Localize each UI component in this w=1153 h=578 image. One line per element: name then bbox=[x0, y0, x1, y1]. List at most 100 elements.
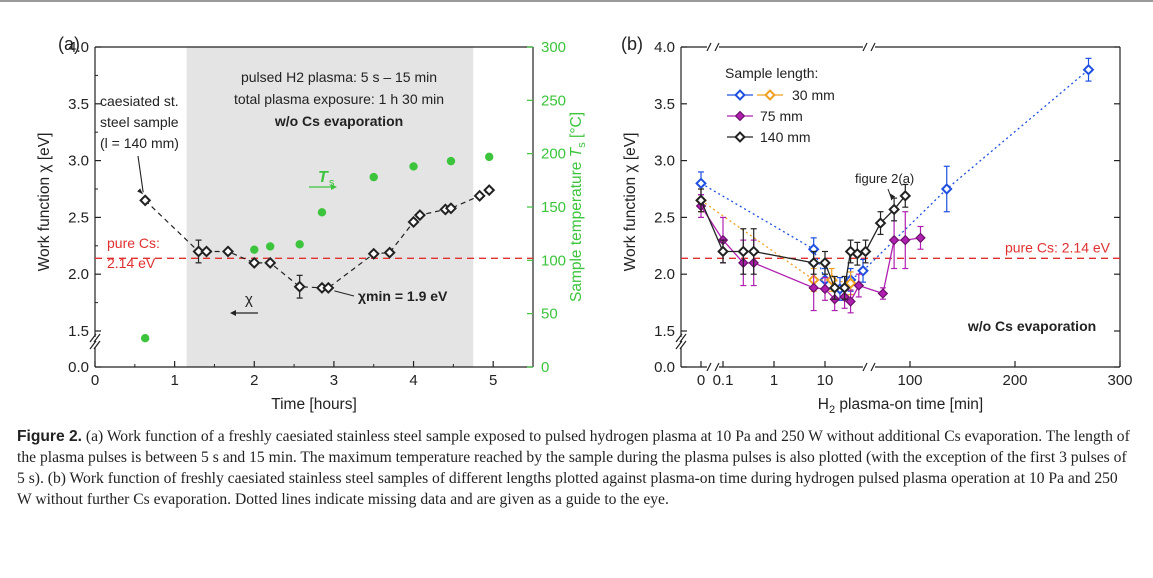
chi-data-point bbox=[248, 256, 261, 269]
y-axis-label: Work function χ [eV] bbox=[622, 133, 639, 272]
temperature-data-point bbox=[317, 208, 327, 217]
series-data-point bbox=[888, 234, 900, 246]
y-axis-label: Work function χ [eV] bbox=[36, 133, 53, 272]
y2-tick-label: 250 bbox=[541, 92, 566, 109]
y2-tick-label: 0 bbox=[541, 359, 549, 376]
sample-note-line: steel sample bbox=[100, 114, 179, 130]
chi-data-point bbox=[192, 245, 205, 258]
pure-cs-value: 2.14 eV bbox=[107, 255, 156, 271]
chi-data-point bbox=[473, 189, 486, 202]
y-tick-label: 4.0 bbox=[654, 39, 675, 56]
legend-label: 75 mm bbox=[760, 108, 803, 124]
x-axis-break-gap bbox=[863, 363, 875, 371]
y-tick-label: 2.5 bbox=[68, 209, 89, 226]
series-data-point bbox=[695, 177, 707, 190]
temperature-data-point bbox=[250, 245, 259, 254]
x-tick-label: 0 bbox=[697, 372, 705, 389]
panel-a-label: (a) bbox=[58, 34, 80, 54]
x-tick-label: 300 bbox=[1107, 372, 1132, 389]
y-tick-label: 2.0 bbox=[654, 266, 675, 283]
x-axis-label: H2 plasma-on time [min] bbox=[818, 396, 984, 416]
series-data-point bbox=[853, 280, 865, 291]
legend-marker bbox=[734, 110, 746, 122]
shaded-text-line: pulsed H2 plasma: 5 s – 15 min bbox=[241, 69, 437, 85]
y-tick-label: 3.0 bbox=[68, 153, 89, 170]
figure-caption: Figure 2. (a) Work function of a freshly… bbox=[17, 426, 1132, 510]
ts-arrowhead bbox=[331, 184, 337, 190]
y-tick-label: 3.5 bbox=[68, 96, 89, 113]
x-axis-break-mark bbox=[706, 42, 720, 52]
x-axis-break-mark bbox=[862, 42, 876, 52]
series-data-point bbox=[845, 296, 856, 307]
panel-b-chart: 0 0.1 1 10 100 200 300 H2 plasma-on time [min] 0… bbox=[621, 34, 1133, 416]
chi-data-point bbox=[264, 256, 277, 269]
series-data-point bbox=[857, 264, 869, 277]
pure-cs-label: pure Cs: 2.14 eV bbox=[1005, 239, 1111, 255]
shaded-text-line: w/o Cs evaporation bbox=[274, 113, 403, 129]
x-tick-label: 3 bbox=[330, 372, 338, 389]
shaded-text-line: total plasma exposure: 1 h 30 min bbox=[234, 91, 444, 107]
series-data-point bbox=[808, 282, 819, 294]
series-line-3 bbox=[700, 195, 906, 289]
legend-label: 140 mm bbox=[760, 129, 811, 145]
temperature-data-point bbox=[140, 334, 150, 343]
legend-marker bbox=[734, 89, 746, 101]
x-axis-break-mark bbox=[862, 362, 876, 372]
chi-data-point bbox=[322, 281, 335, 294]
x-tick-label: 100 bbox=[897, 372, 922, 389]
x-tick-label: 1 bbox=[170, 372, 178, 389]
x-axis-break-gap bbox=[863, 43, 875, 51]
chi-min-label: χmin = 1.9 eV bbox=[358, 288, 448, 304]
caption-label: Figure 2. bbox=[17, 428, 82, 445]
chi-data-point bbox=[221, 245, 235, 258]
callout-arrowhead bbox=[890, 193, 896, 201]
series-data-point bbox=[819, 283, 831, 295]
chi-arrowhead bbox=[230, 310, 236, 316]
series-data-point bbox=[874, 217, 887, 229]
legend-label: 30 mm bbox=[792, 87, 835, 103]
x-tick-label: 200 bbox=[1002, 372, 1027, 389]
ts-label: T bbox=[318, 169, 329, 186]
y-tick-label: 1.5 bbox=[654, 323, 675, 340]
series-data-point bbox=[900, 234, 911, 246]
series-data-point bbox=[940, 183, 953, 195]
x-tick-label: 10 bbox=[817, 372, 834, 389]
temperature-data-point bbox=[446, 156, 456, 166]
series-data-point bbox=[695, 194, 707, 207]
chi-data-point bbox=[383, 246, 396, 259]
chi-data-point bbox=[139, 194, 152, 207]
y-tick-label: 0.0 bbox=[654, 359, 675, 376]
panel-a-chart: 0 1 2 3 4 5 Time [hours] 0.0 1.5 2.0 2.5 3.0 3.5 4.0 W… bbox=[36, 34, 588, 413]
x-axis-break-gap bbox=[707, 363, 719, 371]
series-data-point bbox=[717, 245, 729, 258]
x-axis-label: Time [hours] bbox=[271, 396, 357, 413]
chi-label: χ bbox=[245, 291, 253, 308]
y2-tick-label: 300 bbox=[541, 39, 566, 56]
y2-tick-label: 200 bbox=[541, 146, 566, 163]
y-tick-label: 1.5 bbox=[68, 323, 89, 340]
series-data-point bbox=[851, 247, 864, 260]
pure-cs-label: pure Cs: bbox=[107, 235, 160, 251]
series-data-point bbox=[844, 245, 857, 258]
x-tick-label: 5 bbox=[489, 372, 497, 389]
sample-note-arrowhead bbox=[137, 188, 144, 195]
axis-break-mark bbox=[89, 340, 101, 350]
temperature-data-point bbox=[485, 152, 494, 162]
sample-note-line: (l = 140 mm) bbox=[100, 135, 179, 151]
caption-text: (a) Work function of a freshly caesiated… bbox=[17, 428, 1130, 508]
series-line-0 bbox=[700, 69, 1089, 290]
chi-data-point bbox=[367, 247, 380, 260]
y-tick-label: 3.0 bbox=[654, 153, 675, 170]
chi-data-point bbox=[483, 184, 496, 197]
series-data-point bbox=[1082, 63, 1095, 76]
x-axis-break-gap bbox=[707, 43, 719, 51]
y2-tick-label: 150 bbox=[541, 199, 566, 216]
series-data-point bbox=[859, 245, 872, 258]
x-tick-label: 0.1 bbox=[713, 372, 734, 389]
chi-data-point bbox=[200, 245, 213, 258]
y-tick-label: 3.5 bbox=[654, 96, 675, 113]
series-data-point bbox=[838, 282, 851, 294]
x-tick-label: 2 bbox=[250, 372, 258, 389]
chi-data-point bbox=[407, 215, 420, 228]
